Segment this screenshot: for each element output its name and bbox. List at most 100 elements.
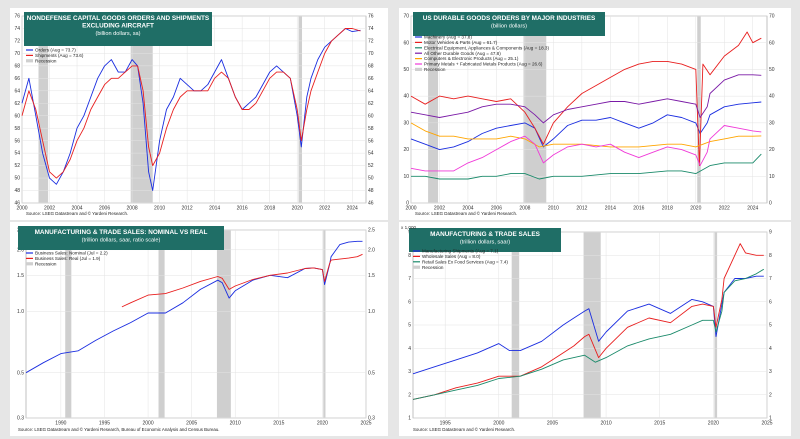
- y-tick-label-left: 7: [408, 276, 411, 282]
- legend-entry: Motor Vehicles & Parts (Aug = 61.7): [424, 40, 498, 45]
- y-tick-label-left: 3: [408, 369, 411, 375]
- legend-entry: Recession: [35, 58, 57, 63]
- chart-source: Source: LSEG Datastream and © Yardeni Re…: [413, 427, 515, 432]
- y-tick-label-right: 60: [368, 113, 374, 119]
- x-tick-label: 1990: [55, 421, 66, 427]
- y-tick-label-left: 5: [408, 323, 411, 329]
- y-tick-label-left: 1.5: [17, 273, 24, 279]
- chart-title: NONDEFENSE CAPITAL GOODS ORDERS AND SHIP…: [27, 15, 210, 22]
- y-tick-label-right: 40: [769, 94, 775, 100]
- series-line-motor-vehicles-parts: [410, 31, 762, 167]
- x-tick-label: 2005: [547, 421, 558, 427]
- y-tick-label-right: 62: [368, 101, 374, 107]
- x-tick-label: 2010: [230, 421, 241, 427]
- series-line-machinery: [410, 101, 762, 151]
- chart-unit-note: (trillion dollars, saar, ratio scale): [82, 238, 161, 244]
- y-tick-label-right: 50: [769, 67, 775, 73]
- x-tick-label: 2000: [142, 421, 153, 427]
- x-tick-label: 2022: [319, 206, 330, 212]
- y-tick-label-left: 2.0: [17, 247, 24, 253]
- legend-entry: Recession: [422, 265, 444, 270]
- plot-area: [410, 15, 768, 204]
- y-tick-label-right: 0.5: [368, 370, 375, 376]
- recession-band: [158, 230, 165, 418]
- chart-unit-note: (billion dollars, sa): [95, 31, 140, 37]
- chart-title-box: [18, 226, 224, 250]
- series-line-business-sales-real: [121, 253, 363, 308]
- y-tick-label-left: 6: [408, 299, 411, 305]
- x-tick-label: 2020: [690, 206, 701, 212]
- y-tick-label-right: 0: [769, 201, 772, 207]
- y-tick-label-right: 46: [368, 201, 374, 207]
- y-tick-label-right: 5: [769, 323, 772, 329]
- y-tick-label-right: 7: [769, 276, 772, 282]
- legend-entry: Electrical Equipment, Appliances & Compo…: [424, 45, 549, 50]
- y-tick-label-left: 1: [408, 416, 411, 422]
- chart-source: Source: LSEG Datastream and © Yardeni Re…: [26, 211, 128, 216]
- y-tick-label-left: 4: [408, 346, 411, 352]
- chart-panel-nominal-vs-real: 0.30.30.50.51.01.01.51.52.02.02.52.51990…: [10, 222, 388, 436]
- y-tick-label-left: 30: [403, 120, 409, 126]
- legend-entry: Shipments (Aug = 73.6): [35, 53, 84, 58]
- x-tick-label: 2004: [71, 206, 82, 212]
- y-tick-label-left: 10: [403, 174, 409, 180]
- x-tick-label: 2015: [273, 421, 284, 427]
- y-tick-label-left: 1.0: [17, 309, 24, 315]
- y-tick-label-left: 58: [14, 126, 20, 132]
- y-tick-label-right: 9: [769, 230, 772, 236]
- legend-swatch-recession: [26, 59, 33, 63]
- y-tick-label-right: 3: [769, 369, 772, 375]
- y-tick-label-right: 60: [769, 40, 775, 46]
- x-tick-label: 2020: [292, 206, 303, 212]
- legend-entry: Recession: [35, 261, 57, 266]
- chart-panel-mfg-trade-sales: 1122334455667788991995200020052010201520…: [399, 222, 791, 436]
- y-tick-label-left: 70: [403, 14, 409, 20]
- series-line-primary-metals-fabricated-metals-products: [410, 125, 762, 172]
- y-tick-label-right: 70: [368, 51, 374, 57]
- y-tick-label-left: 50: [403, 67, 409, 73]
- y-tick-label-right: 64: [368, 88, 374, 94]
- chart-source: Source: LSEG Datastream and © Yardeni Re…: [415, 211, 517, 216]
- recession-band: [697, 16, 701, 203]
- y-tick-label-left: 0.5: [17, 370, 24, 376]
- y-tick-label-right: 74: [368, 26, 374, 32]
- chart-nominal-vs-real: 0.30.30.50.51.01.01.51.52.02.02.52.51990…: [17, 226, 375, 432]
- series-line-wholesale-sales: [412, 243, 764, 400]
- x-tick-label: 2024: [347, 206, 358, 212]
- series-line-computers-electronic-products: [410, 122, 762, 148]
- legend-entry: All Other Durable Goods (Aug = 47.8): [424, 51, 501, 56]
- y-tick-label-right: 66: [368, 76, 374, 82]
- y-tick-label-right: 72: [368, 39, 374, 45]
- x-tick-label: 2020: [708, 421, 719, 427]
- y-tick-label-left: 0.3: [17, 416, 24, 422]
- y-tick-label-left: 2: [408, 392, 411, 398]
- x-tick-label: 2012: [576, 206, 587, 212]
- chart-title: MANUFACTURING & TRADE SALES: [430, 231, 540, 238]
- chart-capital-goods: 46 46 48 48 50 50 52 52 54 54 56 56 58 58 60 60 62 62 64 64…: [14, 12, 374, 216]
- y-tick-label-right: 1.0: [368, 309, 375, 315]
- x-tick-label: 2006: [491, 206, 502, 212]
- y-tick-label-left: 68: [14, 63, 20, 69]
- recession-band: [298, 16, 303, 203]
- x-tick-label: 2012: [182, 206, 193, 212]
- x-tick-label: 2024: [747, 206, 758, 212]
- y-tick-label-right: 54: [368, 151, 374, 157]
- x-tick-label: 2004: [462, 206, 473, 212]
- legend-entry: Computers & Electronic Products (Aug = 2…: [424, 56, 519, 61]
- y-tick-label-left: 50: [14, 176, 20, 182]
- y-tick-label-left: 0: [406, 201, 409, 207]
- chart-mfg-trade-sales: 1122334455667788991995200020052010201520…: [401, 225, 773, 432]
- x-tick-label: 2010: [154, 206, 165, 212]
- series-line-retail-sales-ex-food-services: [412, 268, 765, 400]
- legend-entry: Orders (Aug = 73.7): [35, 48, 76, 53]
- y-tick-label-left: 76: [14, 14, 20, 20]
- x-tick-label: 2015: [654, 421, 665, 427]
- x-tick-label: 2025: [360, 421, 371, 427]
- y-tick-label-right: 2.5: [368, 228, 375, 234]
- x-tick-label: 2022: [719, 206, 730, 212]
- chart-panel-durable-goods: 0 0 10 10 20 20 30 30 40 40 50 50 60 60 70 70 2000 2002 20…: [399, 8, 791, 220]
- y-tick-label-right: 76: [368, 14, 374, 20]
- y-tick-label-right: 0.3: [368, 416, 375, 422]
- x-tick-label: 1995: [440, 421, 451, 427]
- x-tick-label: 1995: [99, 421, 110, 427]
